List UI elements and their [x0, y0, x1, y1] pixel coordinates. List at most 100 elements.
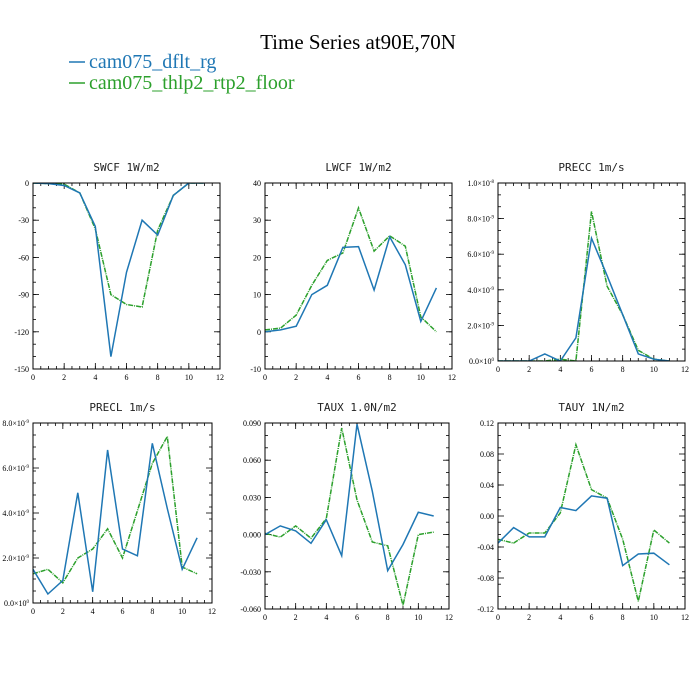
lwcf-xtick-label: 6	[357, 373, 361, 382]
lwcf-xtick-label: 2	[294, 373, 298, 382]
tauy-ytick-label: -0.12	[477, 605, 494, 614]
precl-ytick-label: 4.0×10-9	[2, 509, 29, 518]
lwcf-xtick-label: 12	[448, 373, 456, 382]
swcf-plot-frame	[32, 182, 221, 370]
precc-ytick-label: 4.0×10-9	[467, 286, 494, 295]
tauy-title: TAUY 1N/m2	[558, 401, 624, 414]
taux-ytick-label: 0.090	[243, 419, 261, 428]
precc-xtick-label: 10	[650, 365, 658, 374]
panel-precc: PRECC 1m/s 0 2 4 6 8 10 12 1.0×10-8 8.0×10-9 6.0×1…	[467, 161, 689, 374]
taux-ytick-label: 0.000	[243, 531, 261, 540]
tauy-xtick-label: 2	[527, 613, 531, 622]
taux-ytick-label: 0.060	[243, 456, 261, 465]
panel-taux: TAUX 1.0N/m2 0 2 4 6 8 10 12 0.090 0.060 0.030 0.00…	[240, 401, 453, 622]
swcf-title: SWCF 1W/m2	[93, 161, 159, 174]
tauy-xtick-label: 12	[681, 613, 689, 622]
taux-xtick-label: 4	[324, 613, 328, 622]
taux-ytick-label: -0.030	[240, 568, 261, 577]
precl-ytick-label: 0.0×100	[4, 599, 30, 608]
precc-xtick-label: 12	[681, 365, 689, 374]
tauy-ytick-label: 0.08	[480, 450, 494, 459]
precc-ytick-label: 0.0×100	[469, 357, 495, 366]
tauy-series-thlp2	[498, 441, 670, 602]
lwcf-ytick-label: 40	[253, 179, 261, 188]
precl-xtick-label: 0	[31, 607, 35, 616]
lwcf-title: LWCF 1W/m2	[325, 161, 391, 174]
precc-xtick-label: 4	[558, 365, 562, 374]
tauy-ytick-label: -0.04	[477, 543, 494, 552]
precl-series-thlp2	[33, 434, 198, 584]
precc-ytick-label: 8.0×10-9	[467, 215, 494, 224]
swcf-xtick-label: 0	[31, 373, 35, 382]
legend: cam075_dflt_rg cam075_thlp2_rtp2_floor	[69, 51, 295, 94]
precc-title: PRECC 1m/s	[558, 161, 624, 174]
panels: SWCF 1W/m2 0 2 4 6 8 10 12 0 -30 -60 -90 -120 -150 LWC…	[2, 161, 689, 622]
tauy-xtick-label: 4	[558, 613, 562, 622]
tauy-plot-frame	[497, 422, 686, 610]
precc-ytick-label: 1.0×10-8	[467, 179, 494, 188]
lwcf-ytick-label: 20	[253, 253, 261, 262]
swcf-series-dflt	[33, 183, 205, 357]
lwcf-ytick-label: 30	[253, 216, 261, 225]
swcf-ytick-label: -60	[18, 253, 29, 262]
taux-xtick-label: 12	[445, 613, 453, 622]
lwcf-xtick-label: 8	[388, 373, 392, 382]
precl-xtick-label: 12	[208, 607, 216, 616]
swcf-xtick-label: 2	[62, 373, 66, 382]
precc-xtick-label: 6	[590, 365, 594, 374]
taux-ytick-label: -0.060	[240, 605, 261, 614]
panel-swcf: SWCF 1W/m2 0 2 4 6 8 10 12 0 -30 -60 -90 -120 -150	[14, 161, 224, 382]
precc-xtick-label: 8	[621, 365, 625, 374]
precc-xtick-label: 2	[527, 365, 531, 374]
swcf-xtick-label: 12	[216, 373, 224, 382]
legend-item-thlp2: cam075_thlp2_rtp2_floor	[69, 72, 295, 94]
precl-xtick-label: 4	[91, 607, 95, 616]
precc-ytick-label: 6.0×10-9	[467, 250, 494, 259]
taux-xtick-label: 10	[414, 613, 422, 622]
lwcf-ytick-label: -10	[250, 365, 261, 374]
taux-xtick-label: 2	[294, 613, 298, 622]
tauy-xtick-label: 6	[590, 613, 594, 622]
precl-title: PRECL 1m/s	[89, 401, 155, 414]
swcf-xtick-label: 6	[125, 373, 129, 382]
taux-xtick-label: 6	[355, 613, 359, 622]
lwcf-series-thlp2	[265, 205, 437, 333]
lwcf-plot-frame	[264, 182, 453, 370]
lwcf-ytick-label: 0	[257, 328, 261, 337]
precl-series-dflt	[33, 443, 198, 596]
swcf-series-thlp2	[33, 183, 205, 308]
precl-xtick-label: 8	[150, 607, 154, 616]
tauy-xtick-label: 0	[496, 613, 500, 622]
swcf-ytick-label: -30	[18, 216, 29, 225]
precl-ytick-label: 8.0×10-9	[2, 419, 29, 428]
precl-xtick-label: 6	[121, 607, 125, 616]
taux-series-dflt	[265, 424, 434, 573]
lwcf-xtick-label: 0	[263, 373, 267, 382]
lwcf-ytick-label: 10	[253, 291, 261, 300]
tauy-ytick-label: 0.04	[480, 481, 494, 490]
precl-xtick-label: 10	[178, 607, 186, 616]
lwcf-xtick-label: 10	[417, 373, 425, 382]
taux-plot-frame	[264, 422, 450, 610]
precl-xtick-label: 2	[61, 607, 65, 616]
tauy-ytick-label: -0.08	[477, 574, 494, 583]
tauy-series-dflt	[498, 495, 670, 567]
taux-title: TAUX 1.0N/m2	[317, 401, 396, 414]
precl-ytick-label: 6.0×10-9	[2, 464, 29, 473]
swcf-xtick-label: 10	[185, 373, 193, 382]
taux-xtick-label: 0	[263, 613, 267, 622]
swcf-ytick-label: 0	[25, 179, 29, 188]
swcf-xtick-label: 4	[93, 373, 97, 382]
precl-ytick-label: 2.0×10-9	[2, 554, 29, 563]
legend-label-thlp2: cam075_thlp2_rtp2_floor	[89, 72, 295, 94]
precc-plot-frame	[497, 182, 686, 362]
taux-xtick-label: 8	[386, 613, 390, 622]
panel-precl: PRECL 1m/s 0 2 4 6 8 10 12 8.0×10-9 6.0×10-9 4.0×1…	[2, 401, 216, 616]
precc-ytick-label: 2.0×10-9	[467, 321, 494, 330]
precc-series-dflt	[498, 235, 670, 361]
legend-item-dflt: cam075_dflt_rg	[69, 51, 216, 73]
tauy-ytick-label: 0.12	[480, 419, 494, 428]
legend-label-dflt: cam075_dflt_rg	[89, 51, 216, 73]
